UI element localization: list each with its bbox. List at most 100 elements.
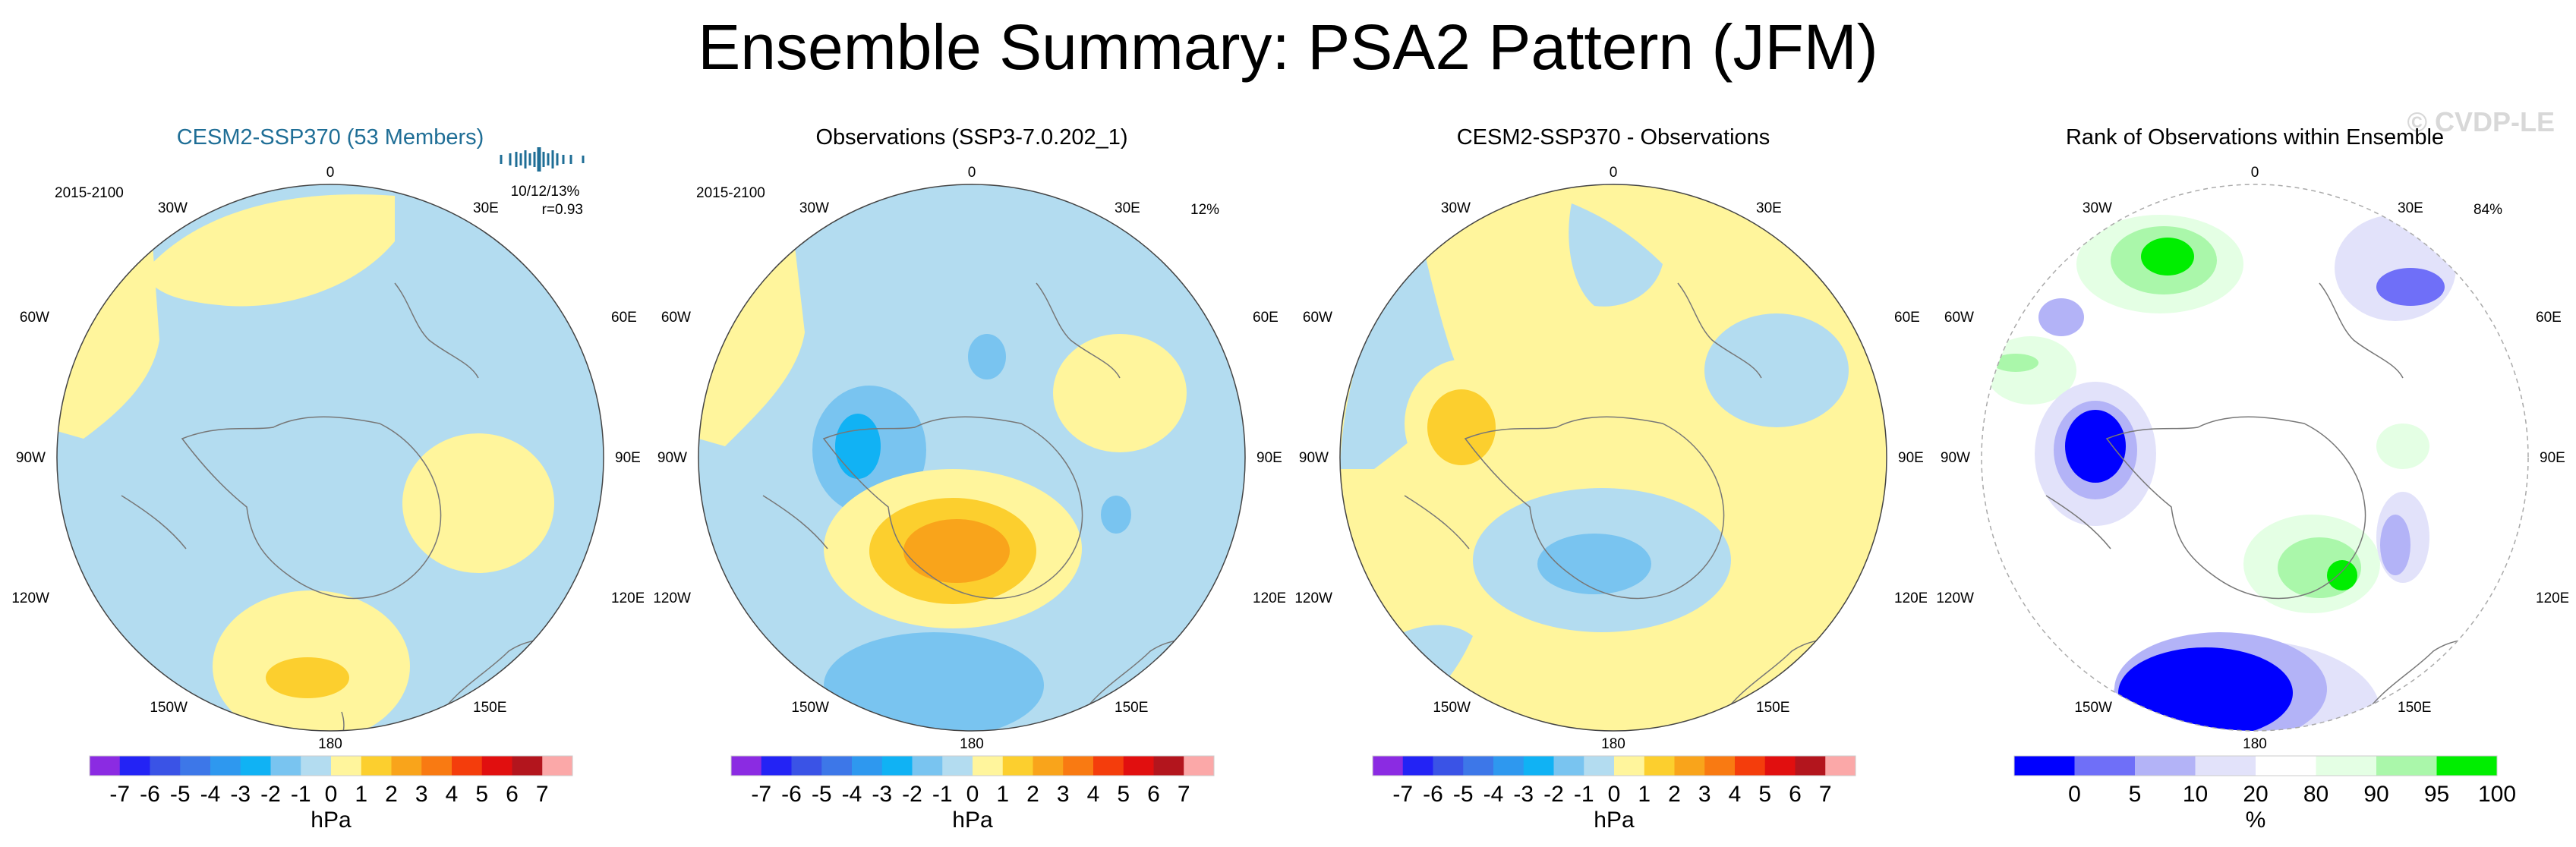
svg-text:150W: 150W [150, 700, 188, 716]
colorbar-tick-label: 10 [2183, 782, 2208, 807]
rank-percent: 84% [2474, 202, 2502, 218]
map-difference: CESM2-SSP370 - Observations 0 30E 60E 90… [1294, 125, 1927, 833]
colorbar-swatch [1093, 756, 1124, 776]
map-model-mean: CESM2-SSP370 (53 Members) 2015-2100 10/1… [11, 125, 644, 833]
colorbar-swatch [1795, 756, 1826, 776]
svg-text:0: 0 [2251, 165, 2259, 181]
main-title: Ensemble Summary: PSA2 Pattern (JFM) [698, 11, 1878, 83]
colorbar-tick-label: 2 [1668, 782, 1681, 807]
colorbar-swatch [1735, 756, 1766, 776]
positive-anomaly [57, 234, 159, 439]
colorbar-tick-label: -1 [1574, 782, 1594, 807]
map-field [57, 184, 604, 731]
colorbar-swatch [180, 756, 211, 776]
colorbar-tick-label: -6 [1423, 782, 1443, 807]
colorbar-swatch [2195, 756, 2256, 776]
colorbar-tick-label: -7 [1392, 782, 1413, 807]
svg-text:60W: 60W [1944, 310, 1974, 326]
colorbar-swatch [240, 756, 271, 776]
colorbar-swatch [542, 756, 573, 776]
colorbar-swatch [821, 756, 853, 776]
colorbar-tick-label: 90 [2363, 782, 2388, 807]
svg-text:30E: 30E [2398, 200, 2423, 216]
colorbar-swatch [1825, 756, 1856, 776]
colorbar-tick-label: -1 [932, 782, 953, 807]
longitude-labels: 0 30E 60E 90E 120E 150E 180 150W 120W 90… [1936, 165, 2568, 752]
longitude-labels: 0 30E 60E 90E 120E 150E 180 150W 120W 90… [11, 165, 644, 752]
colorbar-swatch [1493, 756, 1524, 776]
period-label: 2015-2100 [696, 185, 765, 201]
svg-text:90E: 90E [615, 450, 641, 466]
colorbar-tick-label: -3 [1513, 782, 1534, 807]
map-boundary [1339, 184, 1887, 732]
svg-text:90E: 90E [1898, 450, 1924, 466]
colorbar-tick-label: 100 [2478, 782, 2516, 807]
panel-title: CESM2-SSP370 - Observations [1457, 125, 1770, 150]
positive-anomaly-core [266, 657, 349, 698]
svg-text:150W: 150W [1433, 700, 1471, 716]
svg-text:120W: 120W [653, 590, 691, 606]
map-boundary [698, 184, 1246, 732]
colorbar-swatch [791, 756, 822, 776]
negative-anomaly [1101, 496, 1131, 534]
colorbar-swatch [2316, 756, 2377, 776]
colorbar-swatch [1584, 756, 1615, 776]
colorbar-tick-label: -1 [291, 782, 311, 807]
colorbar-tick-label: 5 [475, 782, 488, 807]
colorbar-tick-label: -3 [230, 782, 251, 807]
colorbar-tick-label: 7 [536, 782, 549, 807]
stats-correlation: r=0.93 [542, 202, 583, 218]
colorbar-swatch [2014, 756, 2075, 776]
colorbar-tick-label: -6 [781, 782, 802, 807]
colorbar-swatch [2436, 756, 2498, 776]
panel-title: Rank of Observations within Ensemble [2066, 125, 2444, 150]
svg-text:60E: 60E [611, 310, 637, 326]
svg-text:60W: 60W [20, 310, 49, 326]
colorbar-swatch [1644, 756, 1675, 776]
svg-text:120E: 120E [611, 590, 644, 606]
period-label: 2015-2100 [55, 185, 124, 201]
panel-difference: CESM2-SSP370 - Observations 0 30E 60E 90… [1283, 112, 1927, 841]
map-field [698, 184, 1245, 731]
colorbar-tick-label: 80 [2303, 782, 2328, 807]
colorbar-swatch [1553, 756, 1584, 776]
svg-text:120W: 120W [11, 590, 49, 606]
negative-anomaly-core [1537, 534, 1651, 594]
colorbar-swatch [452, 756, 483, 776]
svg-text:30W: 30W [2083, 200, 2112, 216]
svg-text:30W: 30W [1441, 200, 1471, 216]
colorbar-tick-label: 1 [355, 782, 367, 807]
colorbar-tick-label: 7 [1178, 782, 1190, 807]
colorbar-frame [1372, 755, 1856, 776]
svg-text:30W: 30W [799, 200, 829, 216]
svg-text:180: 180 [318, 736, 342, 752]
map-field [1982, 184, 2528, 731]
colorbar-swatch [1523, 756, 1554, 776]
colorbar-swatch [2256, 756, 2316, 776]
negative-anomaly [1704, 313, 1849, 427]
colorbar-swatch [1433, 756, 1464, 776]
watermark: © CVDP-LE [2407, 106, 2555, 137]
colorbar-swatch [1764, 756, 1796, 776]
map-field [1340, 184, 1887, 731]
colorbar-swatch [361, 756, 392, 776]
colorbar-tick-label: -7 [109, 782, 130, 807]
colorbar-swatch [852, 756, 883, 776]
colorbar-swatch [731, 756, 762, 776]
colorbar-swatch [331, 756, 362, 776]
svg-text:60E: 60E [1253, 310, 1279, 326]
colorbar-tick-label: 6 [1147, 782, 1160, 807]
colorbar: 0 5 10 20 80 90 95 100% [2013, 755, 2516, 833]
colorbar-swatch [301, 756, 332, 776]
colorbar-tick-label: 5 [1117, 782, 1130, 807]
colorbar-swatch [1402, 756, 1433, 776]
colorbar-tick-label: -4 [200, 782, 221, 807]
negative-anomaly [824, 632, 1044, 731]
colorbar-swatch [761, 756, 792, 776]
negative-anomaly [1569, 203, 1663, 307]
svg-text:150E: 150E [2398, 700, 2431, 716]
positive-anomaly-core [1427, 389, 1496, 465]
positive-anomaly-peak [903, 519, 1010, 583]
svg-text:0: 0 [326, 165, 335, 181]
colorbar-tick-label: 5 [2129, 782, 2142, 807]
